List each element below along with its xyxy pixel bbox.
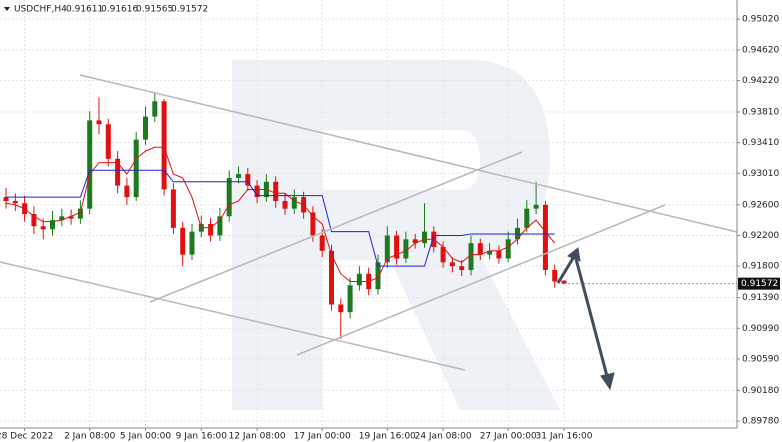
candle-body [31,214,37,227]
candle-body [375,262,381,290]
x-tick-label: 12 Jan 08:00 [229,432,286,442]
candle-body [412,239,418,244]
candle-body [226,177,232,217]
x-tick-label: 2 Jan 08:00 [64,432,116,442]
y-tick-label: 0.90180 [742,386,779,396]
candle-body [440,246,446,263]
y-tick-label: 0.93410 [742,138,779,148]
last-price-box [738,277,780,290]
candle-body [77,208,83,219]
candle-body [124,185,130,198]
y-tick-label: 0.91800 [742,262,779,272]
indicator-line [5,146,556,282]
header-value: 0.91565 [136,5,173,15]
candle-body [236,174,241,178]
candle-body [477,243,483,255]
candle-body [394,235,400,259]
x-tick-label: 24 Jan 08:00 [415,432,472,442]
candle-body [384,235,390,263]
x-tick-label: 19 Jan 16:00 [359,432,416,442]
candle-body [347,285,353,313]
candle-body [50,220,55,230]
y-tick-label: 0.90590 [742,354,779,364]
menu-triangle[interactable] [4,7,10,11]
candle-body [254,185,260,198]
indicator-line [6,169,555,267]
grid [0,0,737,428]
candle-body [40,226,46,230]
candle-body [487,250,493,255]
header-value: 0.91611 [66,5,103,15]
candle-body [422,231,427,244]
x-tick-label: 17 Jan 00:00 [294,432,351,442]
candle-body [105,124,111,159]
candle-body [524,208,530,228]
x-tick-label: 28 Dec 2022 [0,432,53,442]
candle-body [87,120,93,209]
candle-body [338,304,344,313]
candle-body [96,120,102,125]
y-tick-label: 0.94220 [742,76,779,86]
y-tick-label: 0.93810 [742,107,779,117]
candle-body [217,216,223,236]
candle-body [329,250,334,305]
candle-body [561,280,567,284]
candle-body [542,204,548,270]
y-tick-label: 0.90990 [742,324,779,334]
candle-body [403,239,409,259]
candle-body [273,181,279,201]
candle-body [291,197,297,209]
y-tick-label: 0.92200 [742,231,779,241]
candle-body [161,101,167,190]
trend-line [296,204,666,356]
candle-body [310,212,316,236]
candle-body [552,269,558,282]
trend-lines [0,74,738,371]
candle-body [152,101,158,117]
candle-body [459,266,465,270]
plot [3,93,567,340]
x-tick-label: 31 Jan 16:00 [536,432,593,442]
candle-body [68,216,74,219]
x-tick-label: 9 Jan 16:00 [176,432,228,442]
trend-line [149,151,523,303]
y-tick-label: 0.89780 [742,417,779,427]
candle-body [133,139,139,198]
y-tick-label: 0.91390 [742,293,779,303]
candle-body [189,231,195,255]
candle-body [356,273,362,286]
candle-body [468,243,474,270]
y-tick-label: 0.94620 [742,45,779,55]
trend-line [79,74,738,233]
x-tick-label: 5 Jan 00:00 [120,432,172,442]
candle-body [59,216,65,221]
candle-body [449,262,455,267]
candle-body [3,197,9,201]
candle-body [170,189,176,228]
forecast-arrow [556,247,615,391]
x-tick-label: 27 Jan 00:00 [480,432,537,442]
y-tick-label: 0.92600 [742,200,779,210]
candle-body [143,116,148,140]
candle-body [319,235,325,251]
candle-body [12,200,18,204]
y-tick-label: 0.93010 [742,169,779,179]
trend-line [0,261,466,371]
header-value: 0.91572 [171,5,208,15]
candle-body [115,158,121,186]
last-price-label: 0.91572 [741,279,778,289]
candle-body [533,204,539,209]
candle-body [180,227,186,255]
candle-body [505,239,511,259]
candle-body [282,200,288,209]
symbol: USDCHF,H4 [14,5,67,15]
candle-body [245,174,251,186]
candle-body [496,250,502,259]
candle-body [208,223,214,236]
header-value: 0.91616 [101,5,138,15]
y-tick-label: 0.95020 [742,15,779,25]
